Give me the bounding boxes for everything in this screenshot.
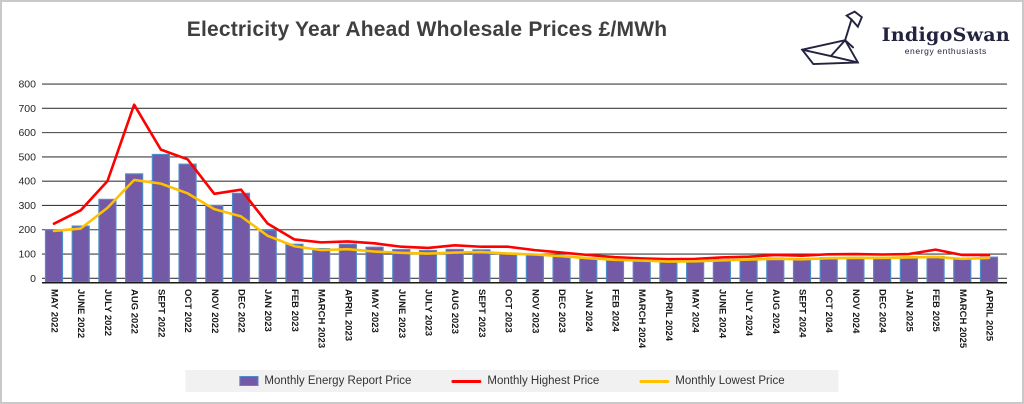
indigoswan-logo: IndigoSwan energy enthusiasts [794, 10, 1010, 72]
logo-text: IndigoSwan energy enthusiasts [881, 23, 1010, 57]
bar-may-2022 [44, 229, 64, 283]
bar-aug-2024 [766, 257, 785, 283]
bar-dec-2024 [873, 256, 892, 283]
x-axis-label: OCT 2023 [503, 289, 514, 333]
x-axis-label: SEPT 2024 [797, 289, 808, 338]
x-axis-label: OCT 2022 [182, 289, 193, 333]
bar-june-2023 [392, 249, 411, 283]
x-axis-label: JAN 2023 [262, 289, 273, 332]
bar-feb-2023 [285, 243, 304, 283]
bar-april-2024 [659, 260, 678, 283]
x-axis-label: DEC 2022 [236, 289, 247, 333]
x-axis-label: JULY 2024 [743, 289, 754, 337]
lowest-price-line [52, 178, 991, 263]
bar-dec-2023 [552, 255, 571, 283]
bar-aug-2022 [125, 173, 144, 283]
bar-jan-2025 [899, 256, 918, 283]
y-axis-tick-label: 700 [18, 103, 36, 115]
x-axis-label: NOV 2024 [850, 289, 861, 334]
y-axis-tick-label: 0 [30, 273, 36, 285]
bar-feb-2024 [605, 259, 625, 283]
x-axis-label: MARCH 2025 [957, 289, 968, 349]
bar-may-2024 [686, 260, 705, 283]
x-axis-label: JAN 2025 [903, 289, 914, 332]
y-axis-tick-label: 400 [18, 176, 36, 188]
legend-label-highest-price: Monthly Highest Price [487, 375, 600, 387]
bar-july-2023 [418, 250, 438, 283]
x-axis-label: JUNE 2024 [716, 289, 727, 339]
x-axis-label: APRIL 2025 [984, 289, 995, 342]
bar-july-2024 [739, 258, 758, 283]
x-axis-label: OCT 2024 [823, 289, 834, 334]
x-axis-label: JULY 2023 [423, 289, 434, 336]
x-axis-label: AUG 2023 [449, 289, 460, 334]
x-axis-label: AUG 2024 [770, 289, 781, 335]
bar-oct-2022 [178, 163, 197, 283]
x-axis-label: APRIL 2024 [663, 289, 674, 342]
chart-legend: Monthly Energy Report Price Monthly High… [185, 370, 839, 392]
bar-march-2025 [953, 257, 972, 283]
x-axis-label: NOV 2022 [209, 289, 220, 333]
x-axis-label: APRIL 2023 [342, 289, 353, 341]
y-axis-tick-label: 300 [18, 200, 36, 212]
logo-name: IndigoSwan [881, 23, 1010, 46]
x-axis-label: SEPT 2023 [476, 289, 487, 338]
x-axis-label: MARCH 2023 [316, 289, 327, 348]
x-axis-label: AUG 2022 [129, 289, 140, 334]
bar-june-2022 [71, 225, 90, 283]
origami-swan-icon [800, 10, 863, 66]
x-axis-label: NOV 2023 [529, 289, 540, 333]
bar-nov-2024 [846, 256, 865, 283]
bar-aug-2023 [445, 248, 464, 283]
legend-label-report-price: Monthly Energy Report Price [264, 375, 412, 387]
logo-tagline: energy enthusiasts [904, 46, 987, 57]
bar-swatch-icon [239, 376, 259, 386]
x-axis-label: MAY 2024 [690, 289, 701, 334]
x-axis-label: SEPT 2022 [155, 289, 166, 338]
y-axis-tick-label: 100 [18, 249, 36, 261]
highest-price-line [52, 103, 991, 261]
bar-june-2024 [712, 259, 731, 283]
yellow-line-swatch-icon [639, 379, 670, 383]
bar-oct-2024 [819, 257, 838, 283]
x-axis-label: MARCH 2024 [636, 289, 647, 349]
red-line-swatch-icon [451, 379, 482, 383]
chart-title: Electricity Year Ahead Wholesale Prices … [186, 18, 668, 41]
x-axis-label: JAN 2024 [583, 289, 594, 332]
x-axis-label: MAY 2023 [369, 289, 380, 333]
x-axis-label: FEB 2025 [930, 289, 941, 332]
y-axis-tick-label: 200 [18, 224, 36, 236]
bar-oct-2023 [499, 252, 518, 283]
y-axis-tick-label: 500 [18, 151, 36, 163]
bar-nov-2023 [525, 253, 544, 283]
y-axis-tick-label: 600 [18, 127, 36, 139]
bar-april-2025 [979, 256, 999, 283]
bar-nov-2022 [205, 204, 224, 283]
bar-sept-2022 [151, 153, 170, 283]
x-axis-label: DEC 2023 [556, 289, 567, 333]
x-axis-label: DEC 2024 [877, 289, 888, 334]
legend-item-highest-price: Monthly Highest Price [451, 375, 599, 387]
bar-dec-2022 [231, 192, 251, 283]
bar-feb-2025 [926, 255, 945, 283]
x-axis-label: FEB 2024 [610, 289, 621, 332]
x-axis-label: MAY 2022 [49, 289, 60, 333]
bar-march-2023 [312, 248, 331, 283]
legend-item-lowest-price: Monthly Lowest Price [639, 375, 785, 387]
legend-item-report-price: Monthly Energy Report Price [239, 375, 411, 387]
x-axis-label: FEB 2023 [289, 289, 300, 332]
bar-sept-2023 [472, 249, 491, 283]
bar-sept-2024 [792, 258, 812, 283]
x-axis-label: JULY 2022 [102, 289, 113, 336]
x-axis-label: JUNE 2022 [75, 289, 86, 338]
bar-march-2024 [632, 259, 651, 283]
x-axis-label: JUNE 2023 [396, 289, 407, 338]
bar-jan-2024 [579, 257, 598, 283]
legend-label-lowest-price: Monthly Lowest Price [675, 375, 785, 387]
y-axis-tick-label: 800 [18, 79, 36, 91]
